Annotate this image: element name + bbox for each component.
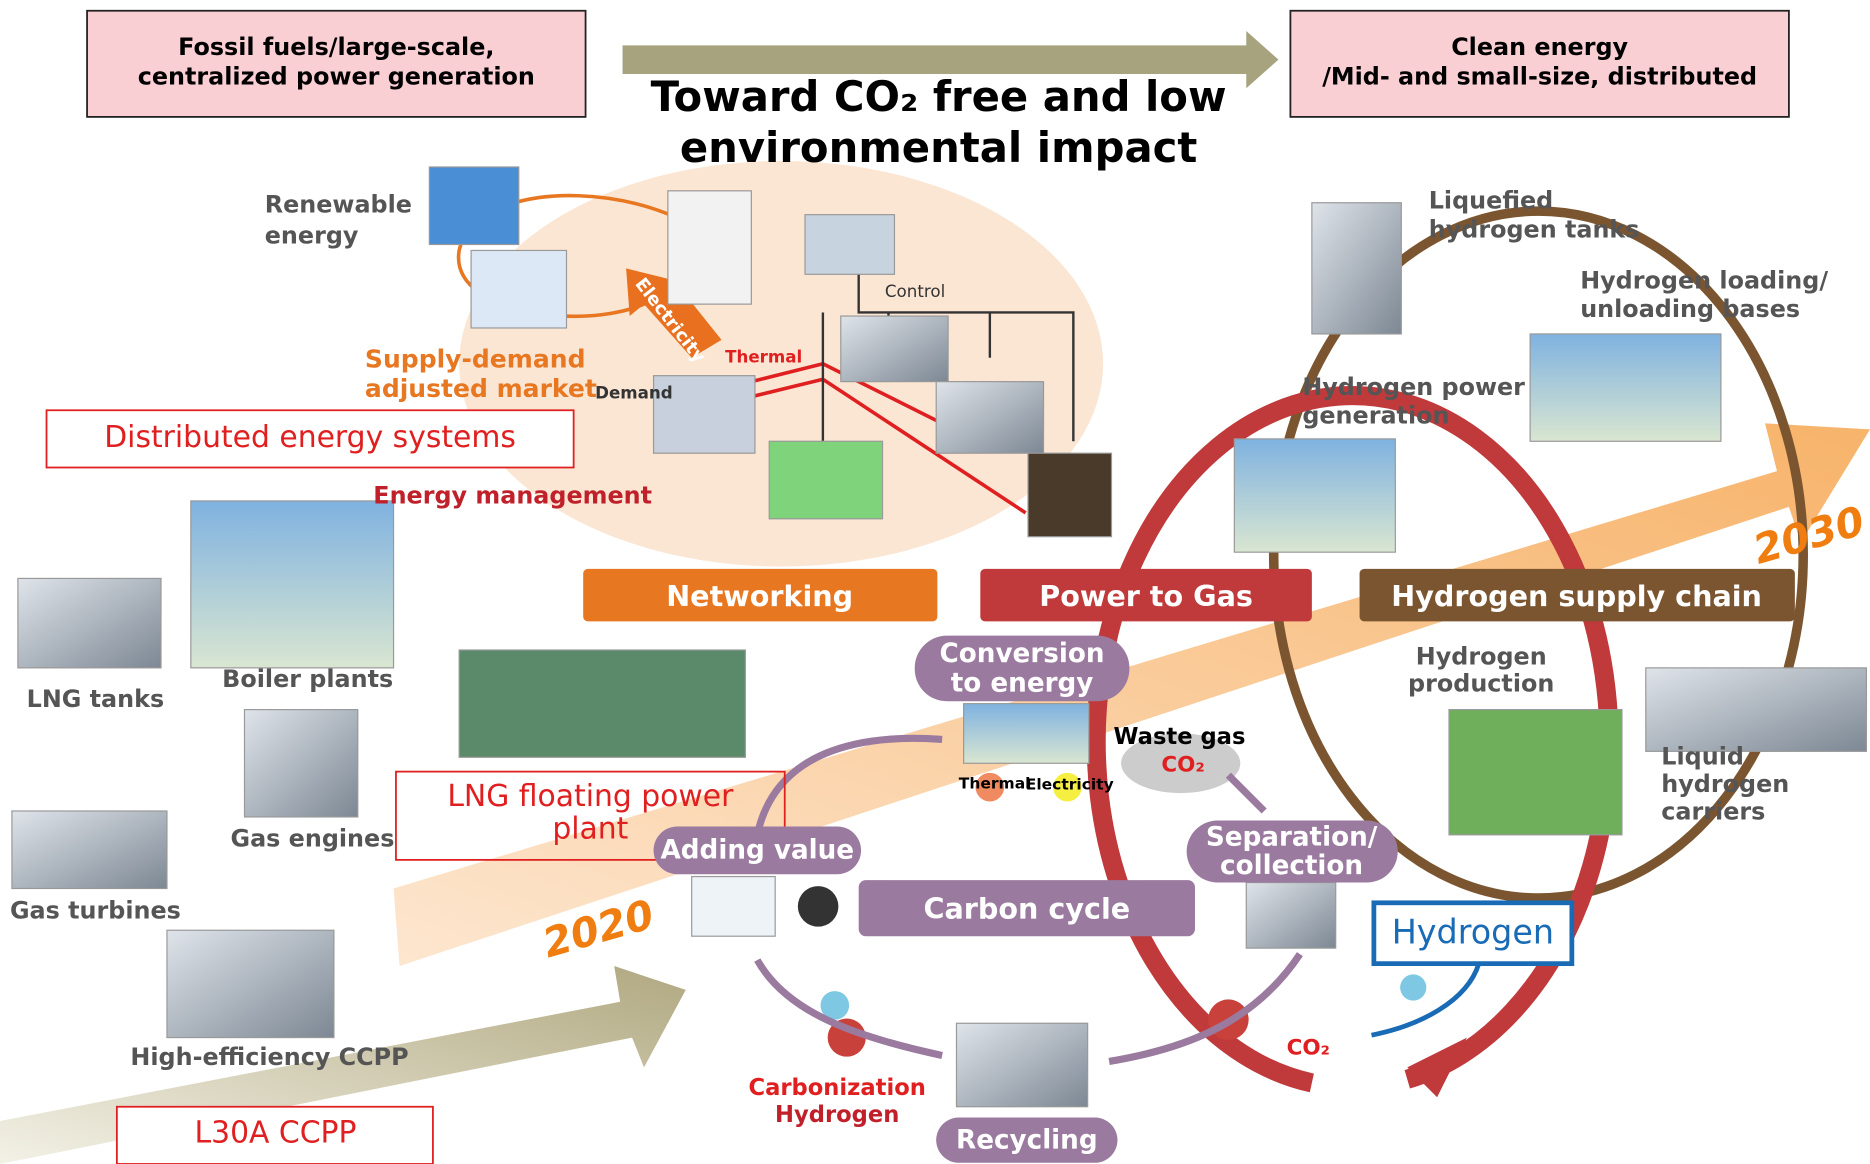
label: Gas turbines (10, 896, 181, 924)
label: hydrogen tanks (1429, 215, 1640, 243)
label: Hydrogen (775, 1102, 899, 1128)
label: Liquefied (1429, 187, 1553, 215)
h2-power-image (1234, 439, 1395, 552)
pill-label: Recycling (956, 1125, 1098, 1155)
solar-image (429, 167, 518, 245)
pill-label: Conversion (940, 639, 1105, 669)
gas-engine-image (244, 710, 357, 817)
recycling-image (956, 1023, 1087, 1106)
floating-plant-image (459, 650, 745, 757)
label: Energy management (373, 481, 652, 509)
label: LNG tanks (27, 685, 165, 713)
label: LNG floating power (447, 779, 734, 814)
label: Thermal (959, 774, 1031, 792)
pill-label: Adding value (661, 836, 855, 866)
engine-image (936, 382, 1043, 454)
tire-image (798, 886, 839, 927)
label: Waste gas (1114, 724, 1246, 750)
h2-production-image (1449, 710, 1622, 835)
label: Distributed energy systems (104, 420, 516, 455)
boiler-image (191, 501, 394, 668)
box-text: /Mid- and small-size, distributed (1322, 63, 1757, 91)
title: Toward CO₂ free and low (651, 72, 1227, 121)
cycle-arrow (1109, 954, 1300, 1061)
lng-tanks-image (18, 578, 161, 667)
label: Demand (595, 383, 673, 402)
label: Liquid (1661, 742, 1744, 770)
box-text: Fossil fuels/large-scale, (178, 33, 494, 61)
label: Carbonization (748, 1075, 925, 1101)
label: Control (885, 282, 945, 301)
pill-label: to energy (951, 669, 1094, 699)
gas-turbine-image (12, 811, 167, 889)
wind-image (471, 250, 566, 328)
ccpp-image (167, 930, 334, 1037)
label: carriers (1661, 797, 1765, 825)
label: Hydrogen (1416, 642, 1547, 670)
pylon-image (668, 191, 751, 304)
section-label: Power to Gas (1039, 579, 1253, 613)
label: adjusted market (365, 374, 597, 403)
carrier-image (1646, 668, 1867, 751)
label: Renewable (265, 190, 412, 218)
label: Hydrogen (1392, 912, 1554, 951)
section-label: Networking (666, 579, 853, 613)
computer-image (805, 215, 894, 275)
section-label: Hydrogen supply chain (1391, 579, 1762, 613)
label: unloading bases (1580, 295, 1800, 323)
box-text: Clean energy (1451, 33, 1628, 61)
diagram: Fossil fuels/large-scale, centralized po… (0, 0, 1870, 1164)
box-text: centralized power generation (138, 63, 535, 91)
label: generation (1302, 401, 1449, 429)
label: L30A CCPP (195, 1116, 357, 1151)
cycle-arrow (1228, 775, 1264, 811)
pill-label: collection (1220, 851, 1363, 881)
label: Gas engines (231, 825, 395, 853)
label: Hydrogen loading/ (1580, 267, 1828, 295)
conversion-image (964, 704, 1089, 764)
label: energy (265, 221, 359, 249)
label: hydrogen (1661, 770, 1789, 798)
label: CO₂ (1161, 753, 1204, 778)
label: Supply-demand (365, 344, 586, 373)
label: Thermal (725, 348, 802, 367)
pill-label: Carbon cycle (924, 891, 1131, 925)
label: Boiler plants (222, 665, 393, 693)
turbine-image (841, 316, 948, 382)
bases-image (1530, 334, 1721, 441)
separation-image (1246, 883, 1335, 949)
molecule (1400, 974, 1426, 1000)
pill-label: Separation/ (1206, 823, 1378, 853)
label: production (1408, 670, 1554, 698)
hydrogen-arrow (1371, 964, 1478, 1036)
products-image (692, 877, 775, 937)
tank-image (1312, 203, 1401, 334)
fuel-cell-image (1028, 453, 1111, 536)
label: High-efficiency CCPP (130, 1043, 408, 1071)
title: environmental impact (680, 123, 1197, 172)
label: CO₂ (1287, 1035, 1330, 1060)
battery-image (769, 441, 882, 519)
label: Electricity (1026, 776, 1114, 794)
label: plant (552, 811, 628, 846)
label: Hydrogen power (1302, 373, 1525, 401)
